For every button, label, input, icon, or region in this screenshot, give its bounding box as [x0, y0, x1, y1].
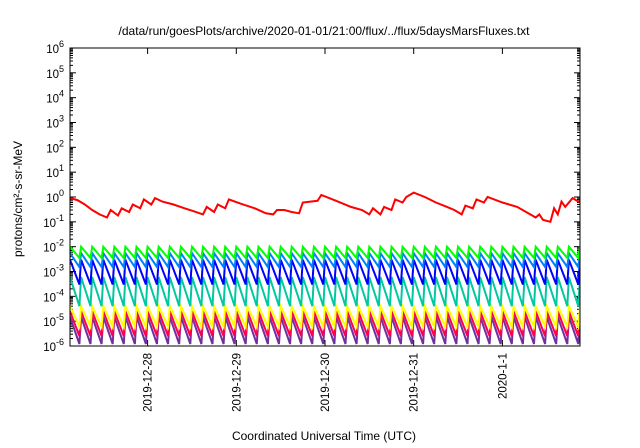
series-line-5: [70, 302, 580, 331]
x-axis-label: Coordinated Universal Time (UTC): [232, 429, 416, 443]
x-tick-label: 2020-1-1: [497, 353, 509, 399]
y-tick-label: 106: [46, 39, 64, 56]
y-tick-exponent: 0: [59, 188, 64, 198]
chart-title: /data/run/goesPlots/archive/2020-01-01/2…: [119, 24, 531, 38]
series-line-0: [70, 191, 580, 224]
y-tick-label: 10-6: [43, 337, 64, 354]
x-tick-label: 2019-12-31: [409, 353, 421, 412]
x-tick-label: 2019-12-30: [320, 353, 332, 412]
y-tick-label: 10-3: [43, 263, 64, 280]
y-tick-exponent: -4: [56, 287, 64, 297]
y-tick-exponent: 5: [59, 64, 64, 74]
y-tick-label: 103: [46, 114, 64, 131]
y-tick-exponent: 4: [59, 89, 64, 99]
y-tick-exponent: -6: [56, 337, 64, 347]
series-line-4: [70, 276, 580, 307]
y-tick-exponent: -5: [56, 312, 64, 322]
y-tick-label: 102: [46, 138, 64, 155]
y-tick-exponent: 2: [59, 138, 64, 148]
y-tick-label: 105: [46, 64, 64, 81]
y-tick-label: 100: [46, 188, 64, 205]
y-tick-label: 104: [46, 89, 64, 106]
y-tick-exponent: 6: [59, 39, 64, 49]
y-tick-label: 10-1: [43, 213, 64, 230]
y-axis-label: protons/cm²-s-sr-MeV: [11, 141, 25, 257]
y-tick-label: 101: [46, 163, 64, 180]
x-tick-label: 2019-12-29: [231, 353, 243, 412]
axis-ticks: 10-610-510-410-310-210-11001011021031041…: [43, 39, 580, 412]
y-tick-exponent: -1: [56, 213, 64, 223]
series-line-1: [70, 244, 580, 261]
y-tick-label: 10-5: [43, 312, 64, 329]
y-tick-exponent: -3: [56, 263, 64, 273]
y-tick-label: 10-4: [43, 287, 64, 304]
series-group: [70, 191, 580, 345]
plot-frame: [69, 47, 581, 347]
y-tick-exponent: 3: [59, 114, 64, 124]
y-tick-exponent: 1: [59, 163, 64, 173]
y-tick-exponent: -2: [56, 238, 64, 248]
y-tick-label: 10-2: [43, 238, 64, 255]
x-tick-label: 2019-12-28: [143, 353, 155, 412]
